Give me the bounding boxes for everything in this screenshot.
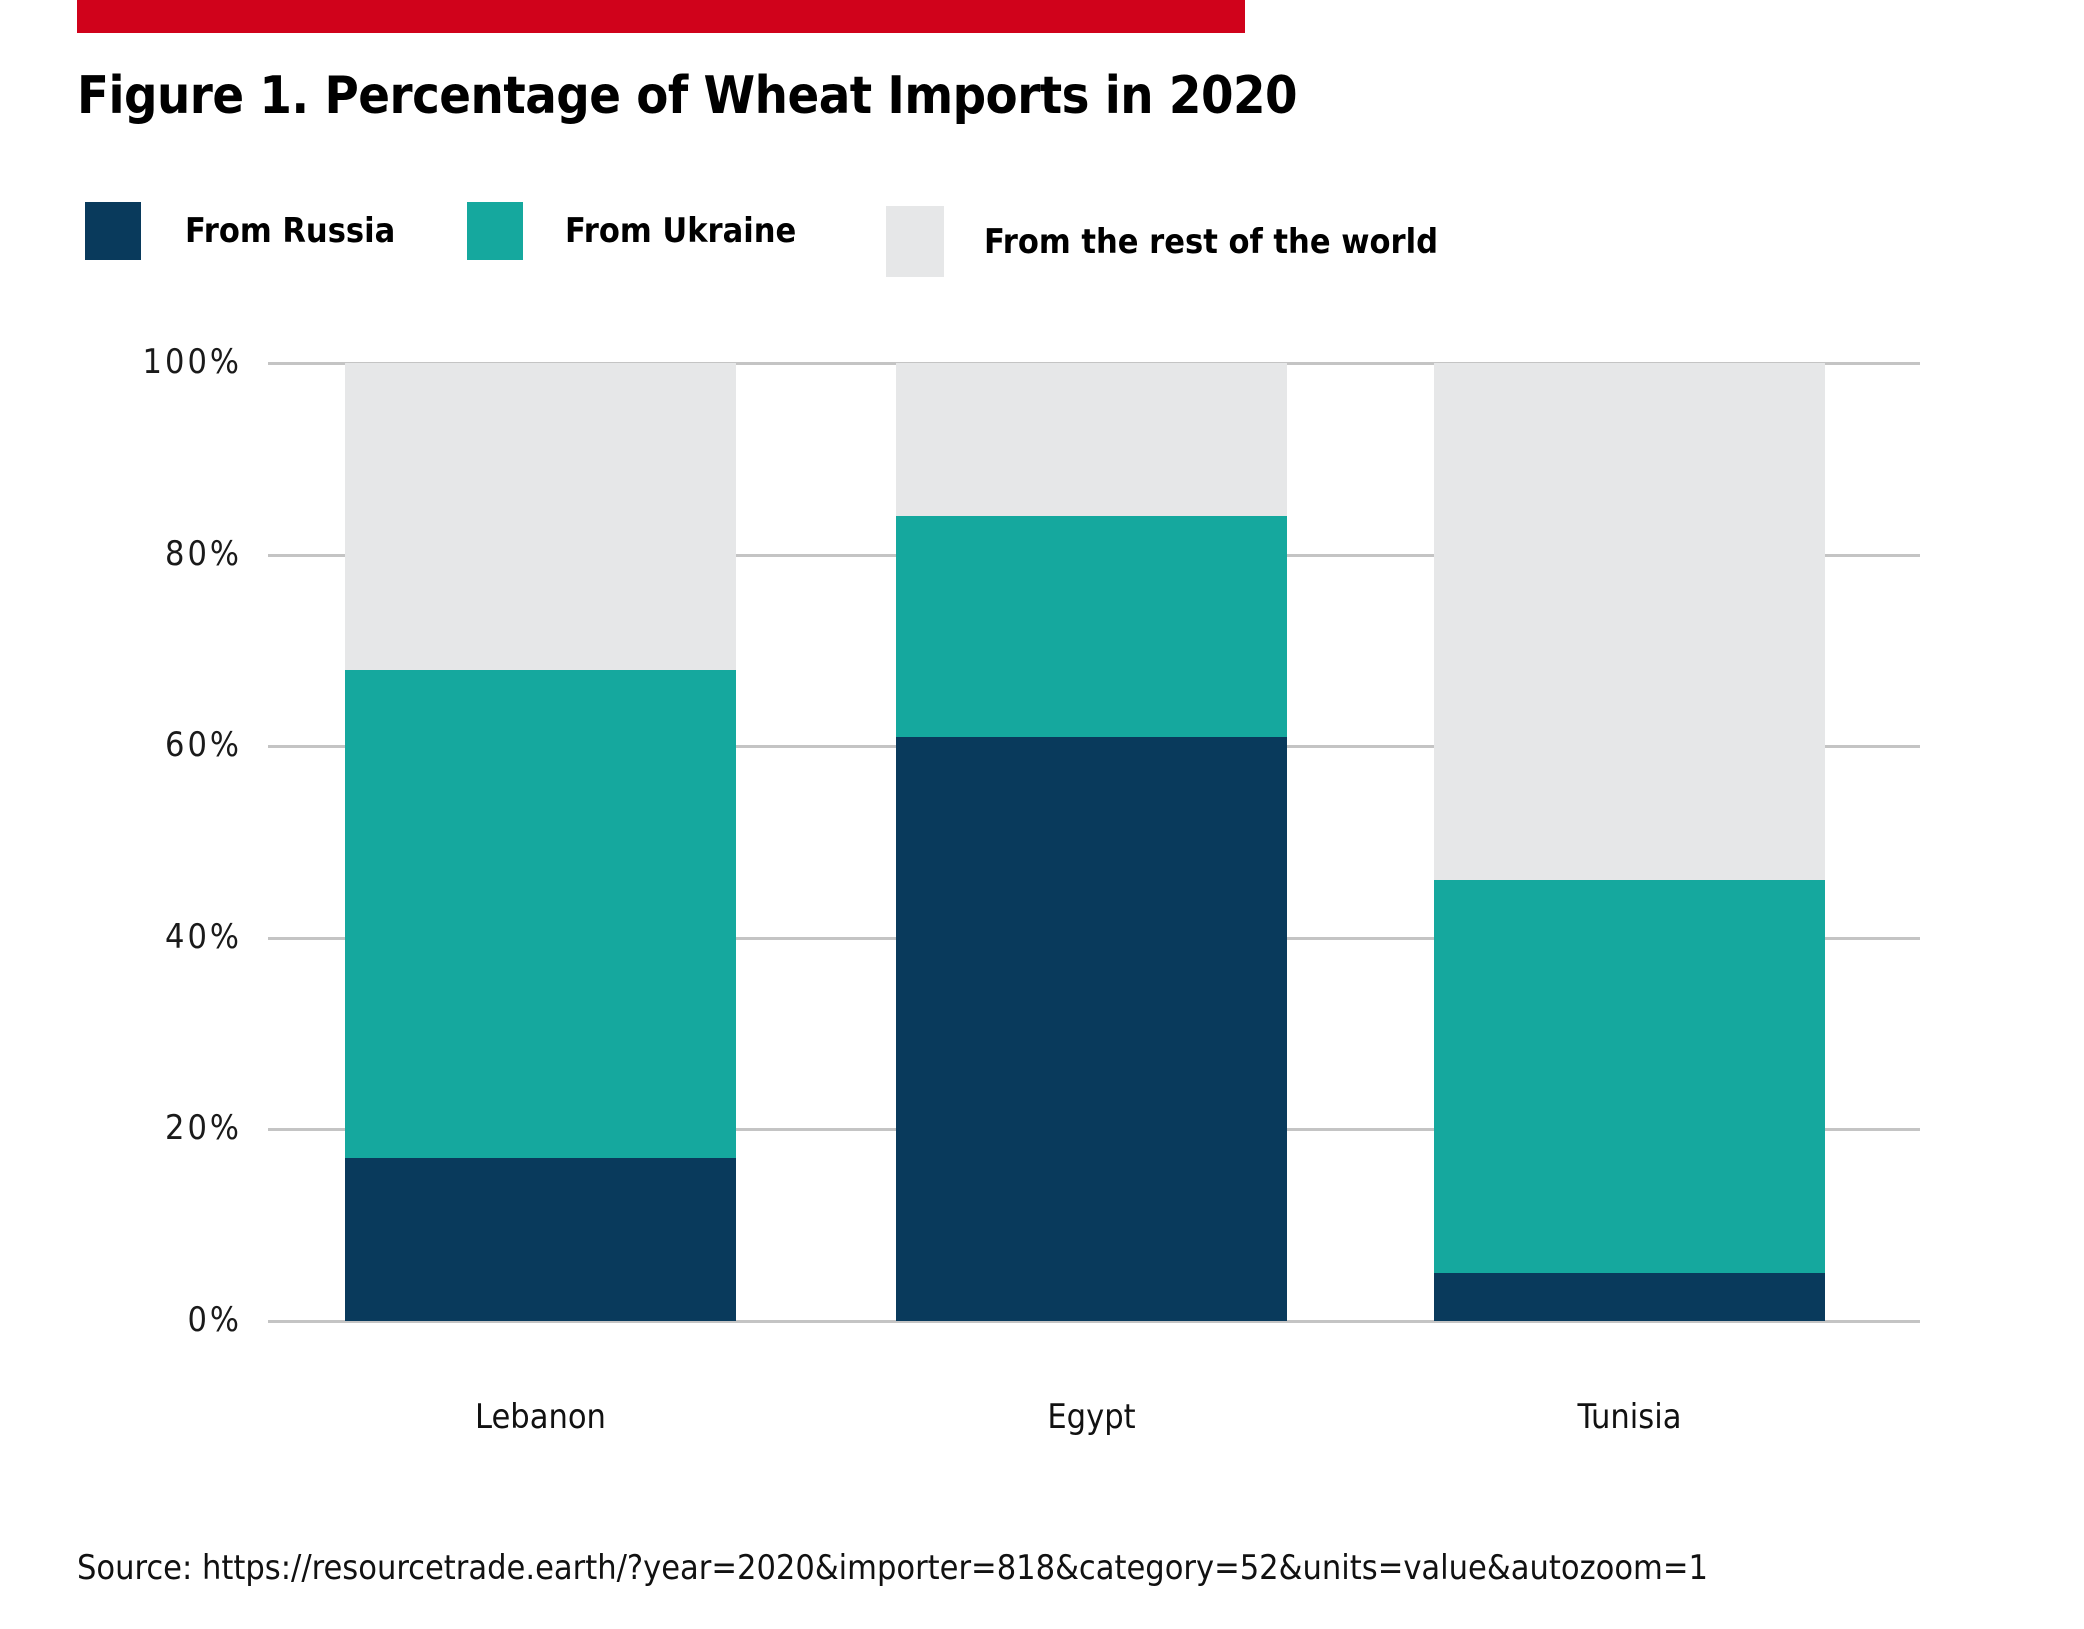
y-tick-label-100: 100% xyxy=(142,342,242,383)
bar-tunisia xyxy=(1434,363,1825,1321)
stacked-bar-plot-area: 100% 80% 60% 40% 20% 0% Lebanon Egypt Tunisia xyxy=(143,342,1920,1437)
figure-title: Figure 1. Percentage of Wheat Imports in… xyxy=(77,66,1298,126)
y-tick-label-0: 0% xyxy=(187,1300,242,1341)
bar-segment-tunisia-from-russia xyxy=(1434,1273,1825,1321)
bar-egypt xyxy=(896,363,1287,1321)
legend-swatch-from-ukraine xyxy=(467,202,523,260)
bar-segment-egypt-from-russia xyxy=(896,736,1287,1321)
bar-segment-tunisia-from-ukraine xyxy=(1434,880,1825,1274)
legend-label-from-russia: From Russia xyxy=(185,211,396,251)
bar-segment-egypt-from-ukraine xyxy=(896,516,1287,737)
bar-lebanon xyxy=(345,363,736,1321)
legend-label-from-ukraine: From Ukraine xyxy=(565,211,797,251)
legend-swatch-rest-of-world xyxy=(886,206,944,277)
bar-segment-lebanon-from-russia xyxy=(345,1158,736,1321)
legend-item-rest-of-world: From the rest of the world xyxy=(886,206,1438,277)
legend-label-rest-of-world: From the rest of the world xyxy=(984,221,1438,262)
category-label-egypt: Egypt xyxy=(1047,1397,1136,1437)
category-label-lebanon: Lebanon xyxy=(475,1397,606,1437)
y-tick-label-60: 60% xyxy=(165,725,242,766)
bar-segment-tunisia-from-the-rest-of-the-world xyxy=(1434,363,1825,881)
top-accent-bar xyxy=(77,0,1245,33)
y-tick-label-20: 20% xyxy=(165,1108,242,1149)
legend-item-from-russia: From Russia xyxy=(85,202,395,260)
bar-segment-lebanon-from-the-rest-of-the-world xyxy=(345,363,736,670)
y-tick-label-80: 80% xyxy=(165,533,242,574)
y-tick-label-40: 40% xyxy=(165,916,242,957)
gridline-0 xyxy=(268,1320,1920,1323)
legend-swatch-from-russia xyxy=(85,202,141,260)
legend-item-from-ukraine: From Ukraine xyxy=(467,202,796,260)
category-label-tunisia: Tunisia xyxy=(1577,1397,1682,1437)
source-line: Source: https://resourcetrade.earth/?yea… xyxy=(77,1548,1708,1588)
bar-segment-egypt-from-the-rest-of-the-world xyxy=(896,363,1287,517)
bar-segment-lebanon-from-ukraine xyxy=(345,669,736,1159)
